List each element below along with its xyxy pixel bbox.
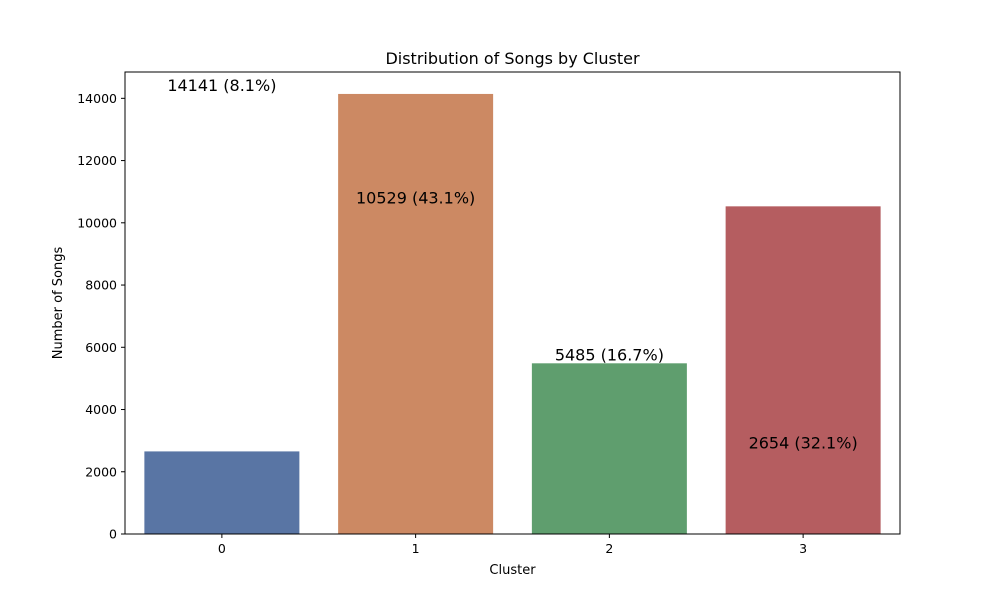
x-tick-label: 3	[799, 541, 807, 556]
bar-cluster-0	[144, 451, 300, 534]
y-axis-label: Number of Songs	[51, 247, 66, 360]
y-tick-label: 14000	[77, 91, 117, 106]
bar-cluster-1	[338, 93, 494, 534]
data-label: 2654 (32.1%)	[749, 433, 858, 452]
data-label: 14141 (8.1%)	[167, 76, 276, 95]
data-label: 5485 (16.7%)	[555, 345, 664, 364]
y-tick-label: 12000	[77, 153, 117, 168]
y-tick-label: 6000	[85, 340, 117, 355]
data-label: 10529 (43.1%)	[356, 188, 475, 207]
bars-layer	[144, 93, 881, 535]
chart-title: Distribution of Songs by Cluster	[385, 49, 640, 68]
x-axis: 0 1 2 3	[218, 534, 807, 556]
x-tick-label: 0	[218, 541, 226, 556]
y-tick-label: 10000	[77, 215, 117, 230]
bar-cluster-3	[725, 206, 881, 535]
x-tick-label: 1	[412, 541, 420, 556]
plot-frame	[124, 71, 901, 535]
y-axis: 0 2000 4000 6000 8000 10000 12000 14000	[77, 91, 125, 542]
annotations-layer: 14141 (8.1%) 10529 (43.1%) 5485 (16.7%) 265…	[167, 76, 857, 452]
y-tick-label: 0	[109, 527, 117, 542]
y-tick-label: 8000	[85, 278, 117, 293]
x-tick-label: 2	[605, 541, 613, 556]
y-tick-label: 4000	[85, 402, 117, 417]
x-axis-label: Cluster	[489, 563, 536, 578]
y-tick-label: 2000	[85, 464, 117, 479]
bar-cluster-2	[531, 363, 687, 534]
